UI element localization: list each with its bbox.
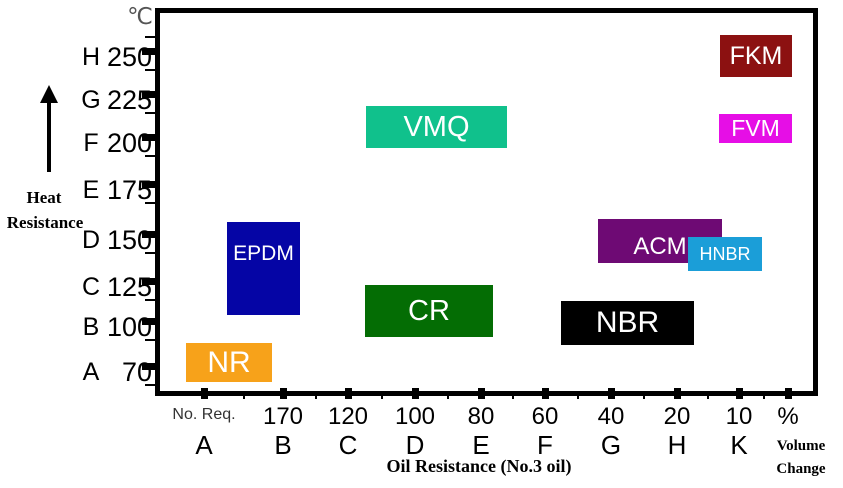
x-axis-value-label: 100 bbox=[394, 403, 436, 430]
y-axis-value-label: 150 bbox=[106, 225, 152, 255]
x-axis-grade-label: K bbox=[730, 430, 748, 460]
x-axis-value-label: No. Req. bbox=[172, 406, 236, 423]
material-label-nbr: NBR bbox=[595, 306, 660, 339]
x-axis-grade-label: C bbox=[338, 430, 358, 460]
y-minor-tick bbox=[145, 202, 155, 204]
y-axis-grade-label: E bbox=[82, 176, 100, 204]
x-minor-tick bbox=[643, 391, 645, 399]
x-axis-grade-label: G bbox=[600, 430, 622, 460]
x-major-tick bbox=[785, 388, 792, 399]
x-axis-percent-label: % bbox=[777, 403, 799, 430]
x-axis-grade-label: F bbox=[537, 430, 553, 460]
y-minor-tick bbox=[145, 69, 155, 71]
x-axis-grade-label: E bbox=[472, 430, 490, 460]
x-axis-value-label: 170 bbox=[262, 403, 304, 430]
material-label-acm: ACM bbox=[633, 233, 687, 260]
y-major-tick bbox=[142, 231, 156, 238]
x-major-tick bbox=[674, 388, 681, 399]
x-axis-grade-label: H bbox=[667, 430, 687, 460]
x-major-tick bbox=[345, 388, 352, 399]
y-minor-tick bbox=[145, 252, 155, 254]
x-minor-tick bbox=[381, 391, 383, 399]
x-axis-value-label: 20 bbox=[663, 403, 691, 430]
y-major-tick bbox=[142, 363, 156, 370]
x-axis-value-label: 10 bbox=[725, 403, 753, 430]
y-axis-value-label: 225 bbox=[106, 85, 152, 115]
y-minor-tick bbox=[145, 384, 155, 386]
material-label-fvm: FVM bbox=[731, 115, 780, 141]
y-axis-value-label: 125 bbox=[106, 272, 152, 302]
material-block-fvm: FVM bbox=[719, 114, 792, 143]
y-major-tick bbox=[142, 278, 156, 285]
x-major-tick bbox=[201, 388, 208, 399]
x-major-tick bbox=[280, 388, 287, 399]
y-axis-grade-label: D bbox=[81, 226, 101, 254]
x-minor-tick bbox=[707, 391, 709, 399]
x-major-tick bbox=[478, 388, 485, 399]
y-minor-tick bbox=[145, 339, 155, 341]
x-major-tick bbox=[736, 388, 743, 399]
y-minor-tick bbox=[145, 299, 155, 301]
y-axis-value-label: 175 bbox=[106, 175, 152, 205]
y-axis-grade-label: H bbox=[81, 43, 101, 71]
y-minor-tick bbox=[145, 155, 155, 157]
y-axis-grade-label: A bbox=[82, 358, 100, 386]
material-label-fkm: FKM bbox=[729, 41, 783, 70]
x-axis-value-label: 120 bbox=[327, 403, 369, 430]
y-axis-value-label: 70 bbox=[121, 357, 152, 387]
x-major-tick bbox=[412, 388, 419, 399]
y-axis-value-label: 100 bbox=[106, 312, 152, 342]
y-major-tick bbox=[142, 181, 156, 188]
material-block-vmq: VMQ bbox=[366, 106, 507, 148]
material-label-epdm: EPDM bbox=[233, 242, 294, 265]
material-block-fkm: FKM bbox=[720, 35, 792, 77]
y-major-tick bbox=[142, 318, 156, 325]
x-minor-tick bbox=[243, 391, 245, 399]
x-minor-tick bbox=[577, 391, 579, 399]
x-major-tick bbox=[608, 388, 615, 399]
material-label-hnbr: HNBR bbox=[699, 243, 751, 264]
y-axis-value-label: 200 bbox=[106, 128, 152, 158]
x-axis-value-label: 80 bbox=[467, 403, 495, 430]
x-axis-value-label: 60 bbox=[531, 403, 559, 430]
x-axis-grade-label: D bbox=[405, 430, 425, 460]
y-axis-grade-label: C bbox=[81, 273, 101, 301]
y-major-tick bbox=[142, 134, 156, 141]
up-arrow-icon bbox=[40, 85, 58, 103]
material-label-cr: CR bbox=[408, 294, 450, 327]
material-block-nr: NR bbox=[186, 343, 272, 382]
plot-area bbox=[155, 8, 818, 396]
y-axis-value-label: 250 bbox=[106, 42, 152, 72]
material-block-epdm: EPDM bbox=[227, 222, 300, 315]
y-axis-grade-label: G bbox=[81, 86, 101, 114]
x-major-tick bbox=[542, 388, 549, 399]
x-axis-volume-label: Volume bbox=[776, 438, 826, 454]
y-axis-title-line1: Heat bbox=[26, 188, 62, 207]
y-axis-grade-label: B bbox=[82, 313, 100, 341]
material-label-vmq: VMQ bbox=[403, 110, 470, 143]
x-axis-title: Oil Resistance (No.3 oil) bbox=[386, 456, 572, 476]
material-label-nr: NR bbox=[207, 345, 251, 379]
material-block-hnbr: HNBR bbox=[688, 237, 762, 271]
x-axis-value-label: 40 bbox=[597, 403, 625, 430]
x-axis-change-label: Change bbox=[776, 461, 826, 477]
y-axis-unit-label: ℃ bbox=[127, 4, 153, 30]
material-block-nbr: NBR bbox=[561, 301, 694, 345]
y-major-tick bbox=[142, 91, 156, 98]
up-arrow-shaft bbox=[47, 102, 51, 172]
y-minor-tick bbox=[145, 36, 155, 38]
x-minor-tick bbox=[512, 391, 514, 399]
x-minor-tick bbox=[763, 391, 765, 399]
y-axis-title-line2: Resistance bbox=[6, 213, 84, 232]
x-axis-grade-label: A bbox=[195, 430, 213, 460]
x-axis-grade-label: B bbox=[274, 430, 292, 460]
x-minor-tick bbox=[315, 391, 317, 399]
y-axis-grade-label: F bbox=[83, 129, 99, 157]
material-block-cr: CR bbox=[365, 285, 493, 337]
x-minor-tick bbox=[447, 391, 449, 399]
y-major-tick bbox=[142, 48, 156, 55]
y-minor-tick bbox=[145, 112, 155, 114]
